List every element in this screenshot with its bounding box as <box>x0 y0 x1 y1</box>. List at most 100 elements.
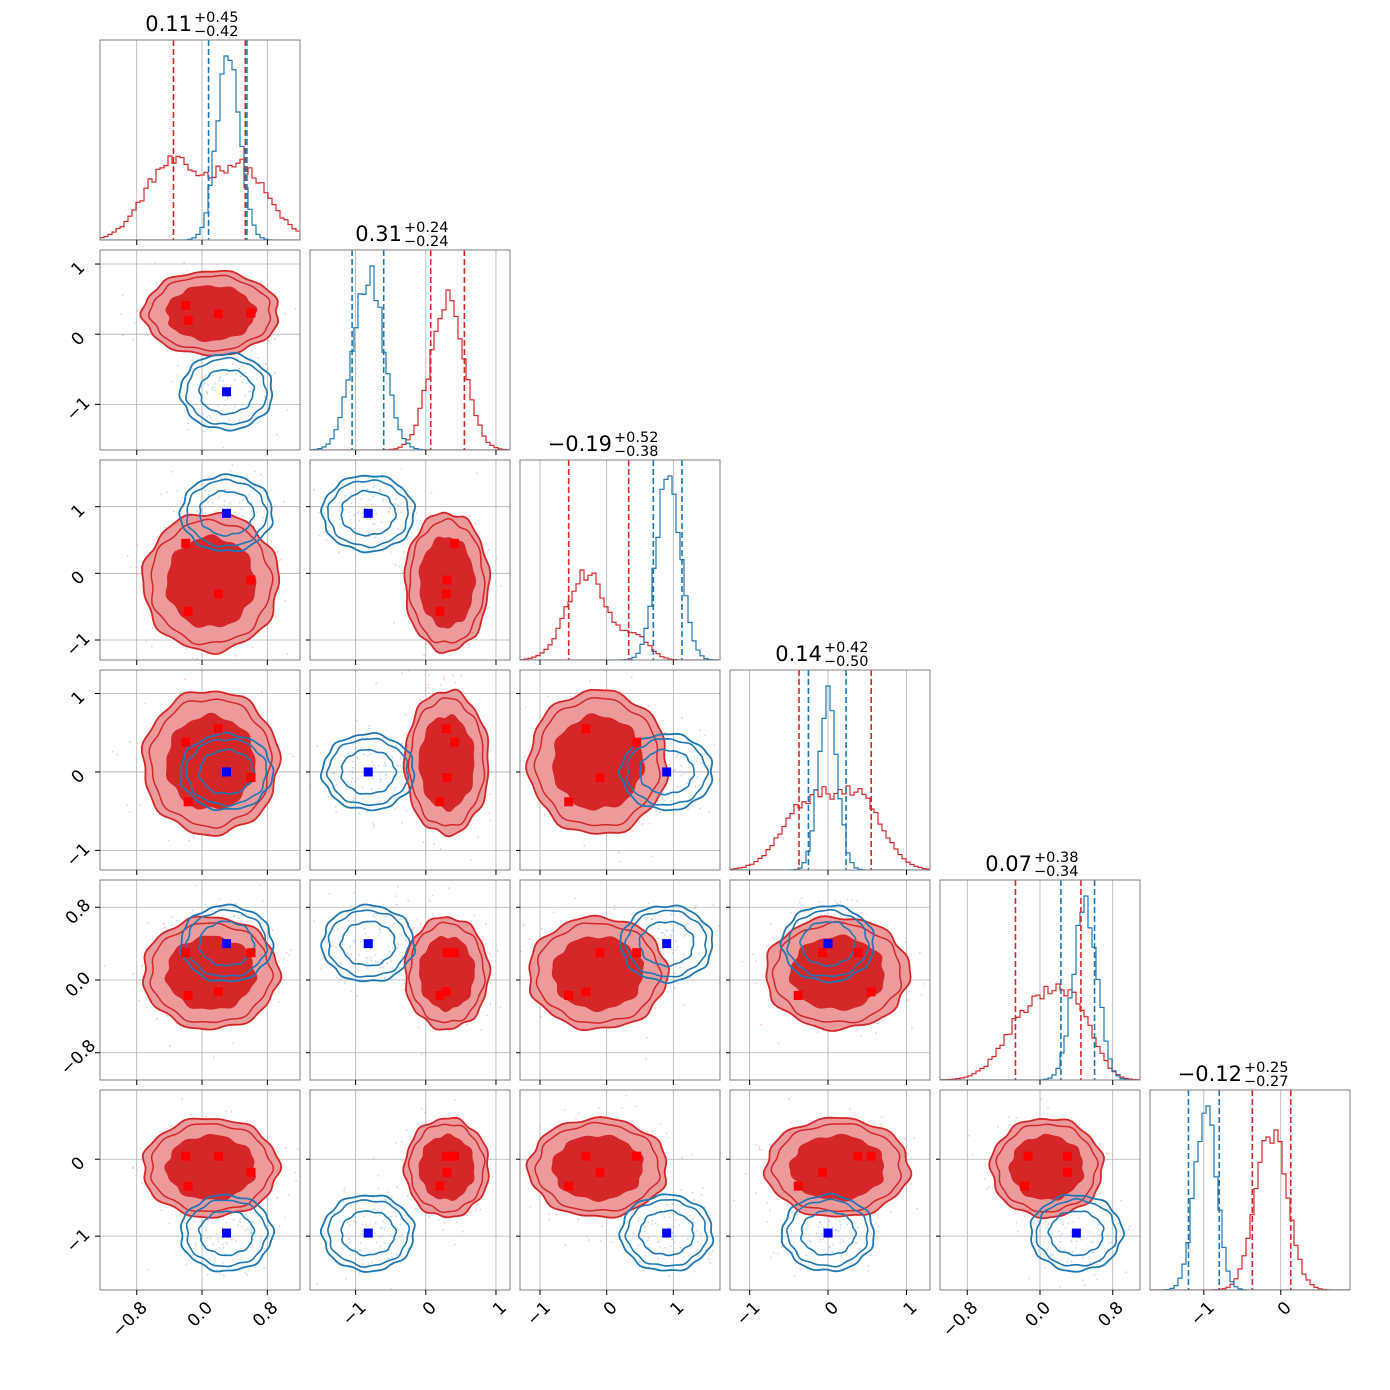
x-tick-label: 0.0 <box>1022 1298 1055 1331</box>
red-sample-dot <box>540 1015 542 1018</box>
blue-contour-inner <box>1047 1210 1105 1257</box>
blue-sample-dot <box>1064 1227 1067 1229</box>
blue-sample-dot <box>368 498 371 501</box>
blue-sample-dot <box>385 777 387 780</box>
panel-frame <box>309 669 511 871</box>
red-sample-dot <box>495 557 498 560</box>
blue-sample-dot <box>672 928 674 930</box>
blue-sample-dot <box>734 1186 736 1188</box>
blue-sample-dot <box>799 1268 802 1271</box>
red-sample-dot <box>387 1191 390 1194</box>
x-tick-label: 1 <box>666 1298 688 1320</box>
blue-sample-dot <box>356 756 358 758</box>
red-sample-dot <box>461 1230 464 1233</box>
red-sample-dot <box>156 1017 159 1020</box>
red-sample-dot <box>183 261 186 264</box>
blue-sample-dot <box>650 918 653 921</box>
blue-sample-dot <box>213 1257 216 1259</box>
red-sample-dot <box>430 491 433 494</box>
blue-sample-dot <box>833 914 836 916</box>
red-sample-dot <box>674 972 676 975</box>
blue-sample-dot <box>703 1206 706 1209</box>
blue-sample-dot <box>857 916 859 919</box>
blue-sample-dot <box>378 932 381 934</box>
blue-sample-dot <box>253 486 255 488</box>
x-tick-label: −1 <box>1187 1298 1219 1330</box>
blue-sample-dot <box>380 771 383 774</box>
blue-sample-dot <box>1066 1261 1069 1263</box>
blue-sample-dot <box>808 1239 811 1242</box>
blue-sample-dot <box>668 1275 671 1278</box>
red-sample-dot <box>480 1029 482 1031</box>
red-sample-dot <box>284 600 287 603</box>
blue-sample-dot <box>1016 1230 1019 1233</box>
blue-sample-dot <box>334 785 336 787</box>
param-title-minus: −0.24 <box>404 234 448 250</box>
red-sample-dot <box>145 640 148 643</box>
blue-sample-dot <box>682 936 685 938</box>
red-sample-dot <box>475 472 478 475</box>
blue-sample-dot <box>270 374 273 377</box>
red-sample-dot <box>913 1137 915 1140</box>
red-sample-dot <box>188 839 191 842</box>
blue-sample-dot <box>379 929 382 932</box>
red-sample-dot <box>406 1129 408 1131</box>
blue-sample-dot <box>395 744 397 746</box>
red-sample-dot <box>1007 1116 1010 1118</box>
blue-sample-dot <box>679 785 682 788</box>
blue-sample-dot <box>257 357 260 359</box>
blue-histogram <box>100 55 300 240</box>
blue-sample-dot <box>600 1240 602 1242</box>
red-contour-inner <box>165 285 258 342</box>
red-sample-dot <box>646 1130 649 1133</box>
blue-sample-dot <box>671 952 674 954</box>
red-contour-inner <box>165 534 257 628</box>
red-sample-dot <box>241 1087 243 1089</box>
panel-frame <box>309 459 511 661</box>
red-sample-dot <box>276 550 279 553</box>
blue-sample-dot <box>374 954 377 956</box>
red-point-marker <box>595 772 605 782</box>
blue-sample-dot <box>333 928 336 931</box>
red-sample-dot <box>419 698 422 701</box>
blue-sample-dot <box>239 375 242 378</box>
red-point-marker <box>441 589 451 599</box>
red-sample-dot <box>776 1198 779 1200</box>
blue-sample-dot <box>725 940 727 942</box>
blue-sample-dot <box>639 1261 641 1264</box>
red-sample-dot <box>138 999 141 1002</box>
blue-contour-outer <box>1029 1193 1126 1273</box>
param-title-median: 0.14 <box>775 642 822 666</box>
y-tick-label: −1 <box>63 629 95 661</box>
red-point-marker <box>246 772 256 782</box>
red-sample-dot <box>291 755 294 758</box>
blue-sample-dot <box>387 945 390 948</box>
blue-sample-dot <box>1108 1242 1110 1244</box>
blue-sample-dot <box>194 885 197 887</box>
blue-sample-dot <box>645 924 648 926</box>
red-sample-dot <box>170 1125 172 1128</box>
blue-sample-dot <box>351 760 354 763</box>
blue-sample-dot <box>221 380 224 382</box>
red-point-marker <box>866 987 876 997</box>
red-sample-dot <box>486 1014 488 1017</box>
blue-sample-dot <box>819 1221 822 1224</box>
red-histogram <box>730 785 930 870</box>
red-sample-dot <box>400 511 402 513</box>
y-tick-label: 1 <box>68 501 90 523</box>
blue-sample-dot <box>660 938 663 941</box>
red-sample-dot <box>630 676 633 679</box>
red-sample-dot <box>400 1140 403 1143</box>
blue-sample-dot <box>245 382 248 385</box>
red-sample-dot <box>180 496 183 499</box>
blue-sample-dot <box>328 529 330 532</box>
blue-sample-dot <box>1046 1226 1049 1228</box>
blue-sample-dot <box>365 956 368 959</box>
blue-sample-dot <box>679 770 682 773</box>
blue-sample-dot <box>232 915 235 918</box>
red-sample-dot <box>129 740 132 743</box>
red-sample-dot <box>971 1153 974 1156</box>
red-sample-dot <box>648 822 651 825</box>
blue-sample-dot <box>371 822 374 824</box>
blue-sample-dot <box>320 968 322 971</box>
